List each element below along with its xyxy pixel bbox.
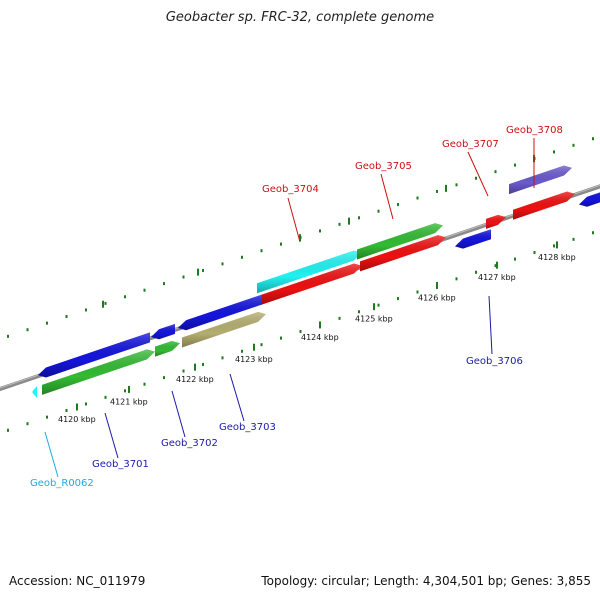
kbp-tick-label: 4128 kbp	[538, 253, 576, 262]
gene-label-geob-3708[interactable]: Geob_3708	[506, 125, 563, 136]
kbp-tick-label: 4122 kbp	[176, 375, 214, 384]
kbp-tick-label: 4127 kbp	[478, 273, 516, 282]
gene-label-geob-3707[interactable]: Geob_3707	[442, 139, 499, 150]
gene-arrow-geob-3702[interactable]	[151, 323, 175, 340]
gene-label-geob-3703[interactable]: Geob_3703	[219, 422, 276, 433]
gene-arrow-green[interactable]	[357, 223, 443, 260]
kbp-tick-label: 4123 kbp	[235, 355, 273, 364]
gene-arrow-geob-3707[interactable]	[486, 214, 506, 229]
label-leader-line	[380, 173, 394, 220]
gene-arrow-geob-3708[interactable]	[513, 191, 575, 220]
lower-scale-row	[7, 231, 594, 432]
gene-label-geob-3702[interactable]: Geob_3702	[161, 438, 218, 449]
label-leader-line	[287, 197, 301, 243]
gene-arrow-geob-3706[interactable]	[455, 229, 491, 249]
feature-tracks	[32, 165, 600, 398]
gene-arrow-purple[interactable]	[509, 165, 572, 195]
kbp-tick-label: 4121 kbp	[110, 397, 148, 406]
label-leader-line	[467, 151, 489, 197]
gene-arrow-geob-3705[interactable]	[360, 235, 446, 272]
gene-label-geob-3701[interactable]: Geob_3701	[92, 459, 149, 470]
label-leader-line	[488, 295, 493, 355]
label-leader-line	[104, 412, 119, 459]
gene-label-geob-3706[interactable]: Geob_3706	[466, 356, 523, 367]
gene-arrow-geob-3701[interactable]	[38, 332, 150, 378]
kbp-tick-label: 4124 kbp	[301, 333, 339, 342]
label-leader-line	[229, 373, 245, 422]
label-leader-line	[44, 431, 59, 478]
label-leader-line	[171, 390, 186, 438]
kbp-tick-label: 4120 kbp	[58, 415, 96, 424]
kbp-tick-label: 4125 kbp	[355, 315, 393, 324]
gene-arrow-geob-r0062[interactable]	[32, 386, 37, 398]
gene-label-geob-r0062[interactable]: Geob_R0062	[30, 478, 94, 489]
kbp-tick-label: 4126 kbp	[418, 293, 456, 302]
topology-summary: Topology: circular; Length: 4,304,501 bp…	[261, 574, 591, 588]
gene-arrow-geob-3703[interactable]	[178, 294, 262, 331]
map-title: Geobacter sp. FRC-32, complete genome	[165, 10, 435, 25]
scale-dots	[7, 137, 594, 432]
gene-label-geob-3704[interactable]: Geob_3704	[262, 184, 319, 195]
accession-text: Accession: NC_011979	[9, 574, 146, 588]
scale-ticks: 4120 kbp 4121 kbp 4122 kbp 4123 kbp 4124 kbp…	[58, 155, 576, 424]
gene-arrow-green-small[interactable]	[155, 340, 180, 357]
gene-arrow-green-lower[interactable]	[42, 349, 155, 395]
gene-label-geob-3705[interactable]: Geob_3705	[355, 161, 412, 172]
gene-arrow-blue-edge[interactable]	[579, 189, 600, 207]
gene-arrow-cyan[interactable]	[257, 250, 362, 294]
gene-arrow-olive[interactable]	[182, 311, 266, 348]
gene-arrow-geob-3704[interactable]	[261, 263, 362, 305]
